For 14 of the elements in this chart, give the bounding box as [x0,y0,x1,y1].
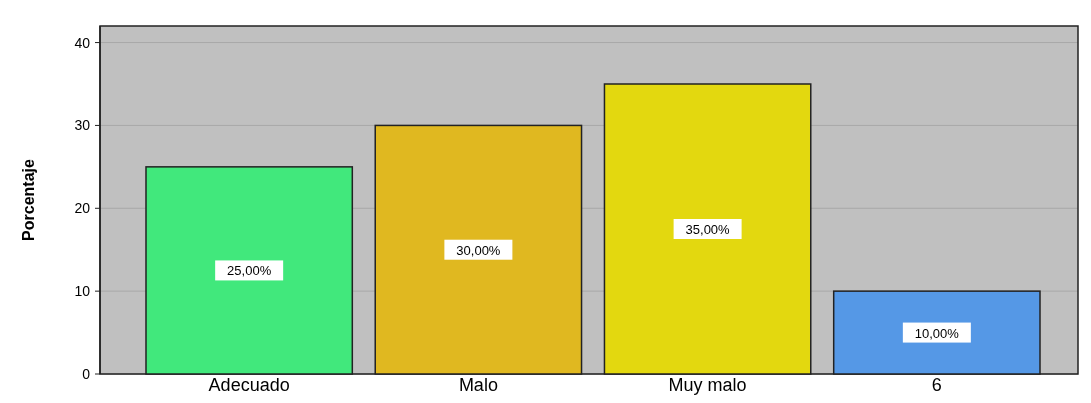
x-tick-label: Adecuado [208,375,290,395]
data-label: 10,00% [914,325,960,341]
y-tick-label: 20 [74,200,91,217]
y-tick-label: 40 [74,34,91,51]
y-tick-label: 30 [74,117,91,134]
y-tick-label: 0 [82,366,91,382]
data-label: 35,00% [685,222,731,237]
data-label: 30,00% [456,242,501,258]
x-tick-label: Malo [458,375,498,395]
x-tick-label: 6 [931,375,942,395]
data-label: 25,00% [227,263,272,279]
y-tick-label: 10 [74,283,91,300]
x-tick-label: Muy malo [668,375,747,395]
y-axis-title: Porcentaje [20,158,37,241]
